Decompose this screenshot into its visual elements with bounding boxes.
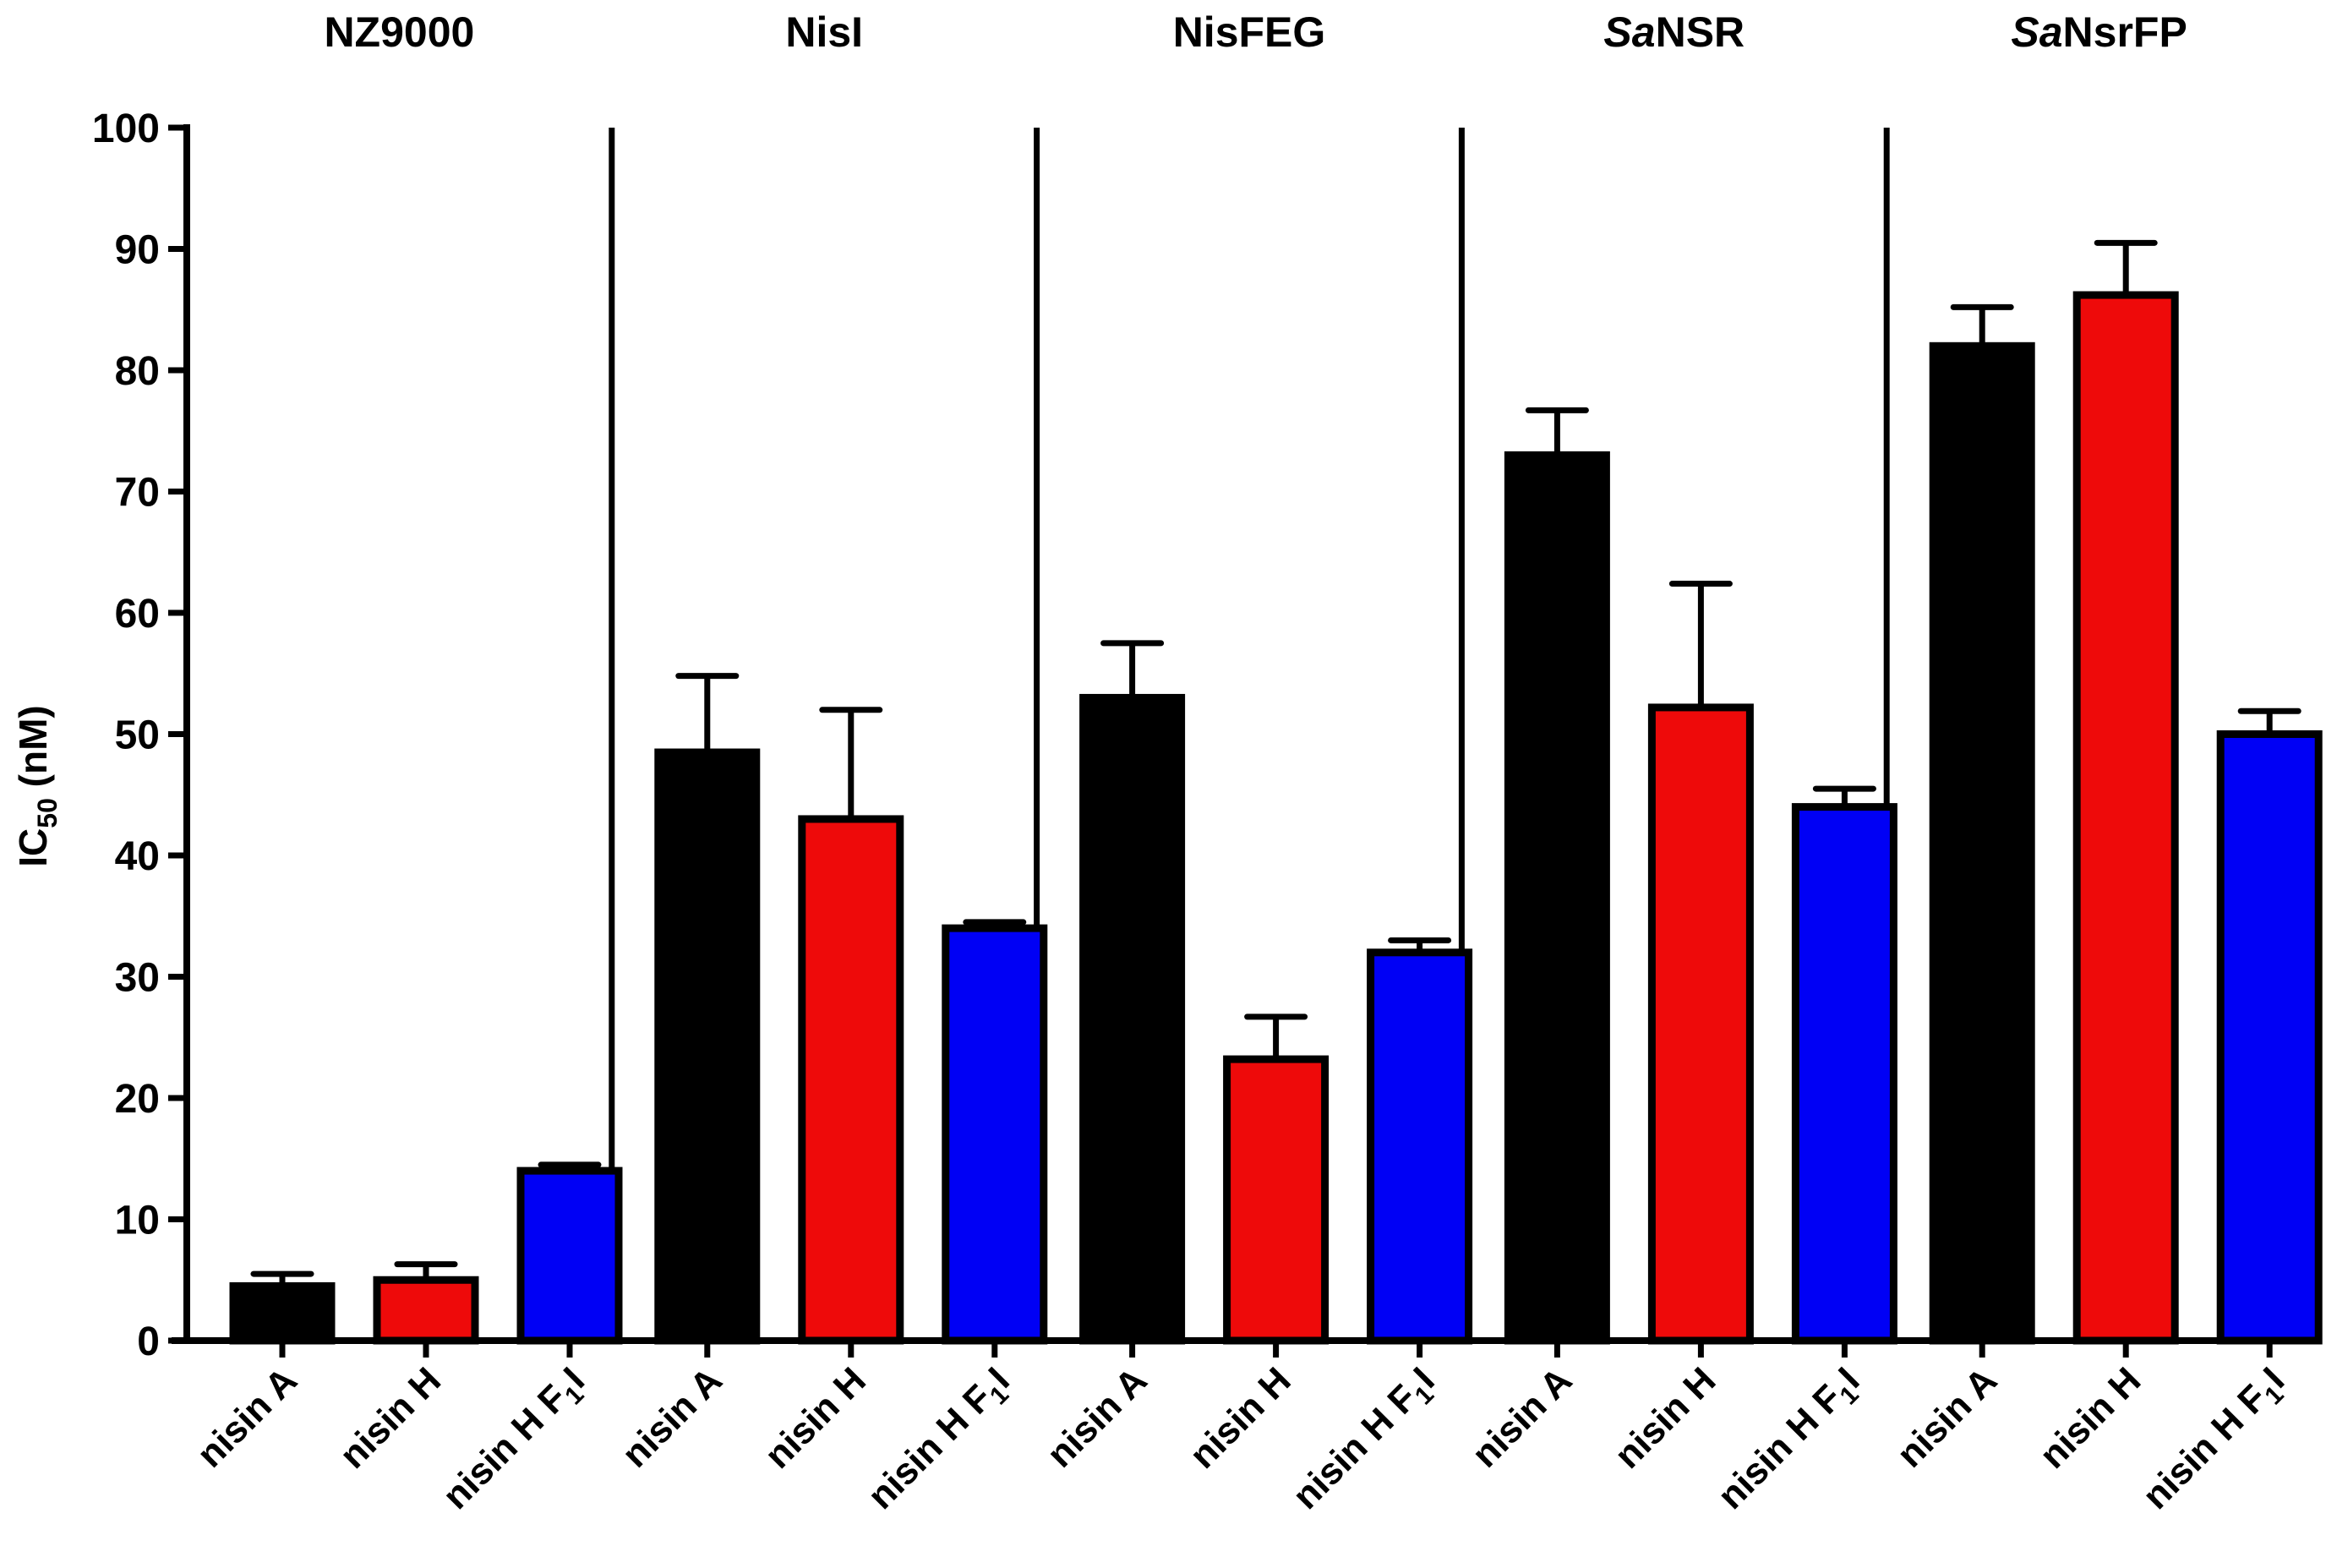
category-label-text: nisin H xyxy=(332,1359,449,1476)
y-tick-label: 70 xyxy=(115,471,160,516)
category-label-text: nisin A xyxy=(1464,1359,1580,1475)
bar xyxy=(1079,693,1186,1345)
bar xyxy=(516,1166,623,1345)
y-axis: 0 10 20 30 40 50 60 70 80 90 100 xyxy=(92,107,190,1364)
y-tick-label: 0 xyxy=(137,1319,160,1364)
category-label: nisin A xyxy=(1464,1359,1580,1475)
group-label-text: NZ9000 xyxy=(324,8,474,56)
category-label: nisin H xyxy=(2032,1359,2149,1476)
group-label-text: NisI xyxy=(785,8,863,56)
category-label-text: nisin H F xyxy=(2135,1377,2275,1517)
bar xyxy=(1223,1055,1330,1345)
bar xyxy=(373,1276,479,1345)
bar xyxy=(2072,291,2179,1345)
group-label: NZ9000 xyxy=(324,8,474,56)
bar xyxy=(1367,948,1473,1345)
category-label-text: nisin A xyxy=(1889,1359,2005,1475)
y-axis-label-sub: 50 xyxy=(32,798,63,828)
category-label-text: nisin H xyxy=(1607,1359,1723,1476)
category-label: nisin A xyxy=(614,1359,730,1475)
category-label-text: nisin A xyxy=(189,1359,305,1475)
error-bars xyxy=(250,239,2301,1287)
category-label: nisin H F1I xyxy=(1710,1359,1871,1521)
bar xyxy=(942,924,1048,1345)
group-label-italic: Sa xyxy=(2011,8,2062,56)
group-label: SaNsrFP xyxy=(2011,8,2187,56)
category-label: nisin H F1I xyxy=(860,1359,1021,1521)
category-label-text: nisin A xyxy=(1039,1359,1155,1475)
group-label: NisI xyxy=(785,8,863,56)
bar xyxy=(1791,803,1897,1345)
group-label: NisFEG xyxy=(1173,8,1326,56)
bar xyxy=(1647,703,1754,1345)
bar xyxy=(798,815,904,1345)
bar xyxy=(229,1281,336,1345)
bar xyxy=(654,748,761,1345)
category-label: nisin H xyxy=(1607,1359,1723,1476)
y-tick-label: 90 xyxy=(115,228,160,273)
y-tick-label: 10 xyxy=(115,1199,160,1243)
category-label-text: nisin H xyxy=(1182,1359,1298,1476)
y-axis-label: IC50 (nM) xyxy=(11,705,63,866)
y-tick-label: 80 xyxy=(115,349,160,394)
y-axis-label-unit: (nM) xyxy=(11,705,55,798)
category-label: nisin H F1I xyxy=(435,1359,597,1521)
bar xyxy=(1504,451,1610,1345)
category-label-text: nisin H F xyxy=(435,1377,576,1517)
category-label: nisin A xyxy=(1889,1359,2005,1475)
group-label-text: NSR xyxy=(1656,8,1745,56)
category-label: nisin A xyxy=(189,1359,305,1475)
y-tick-label: 50 xyxy=(115,713,160,758)
category-label-text: nisin H F xyxy=(1285,1377,1425,1517)
y-tick-label: 30 xyxy=(115,956,160,1001)
group-label: SaNSR xyxy=(1603,8,1744,56)
category-label: nisin H F1I xyxy=(1285,1359,1446,1521)
category-label-text: nisin A xyxy=(614,1359,730,1475)
y-tick-label: 60 xyxy=(115,592,160,636)
x-axis xyxy=(172,1337,2312,1358)
y-tick-label: 20 xyxy=(115,1077,160,1122)
category-label: nisin H xyxy=(756,1359,873,1476)
bar xyxy=(2216,730,2323,1345)
category-label: nisin H xyxy=(1182,1359,1298,1476)
category-label: nisin H xyxy=(332,1359,449,1476)
group-labels: NZ9000 NisI NisFEG SaNSR SaNsrFP xyxy=(324,8,2187,56)
category-label-text: nisin H F xyxy=(1710,1377,1850,1517)
category-label-text: nisin H xyxy=(2032,1359,2149,1476)
y-tick-label: 100 xyxy=(92,107,160,151)
category-label-text: nisin H xyxy=(756,1359,873,1476)
group-label-text: NisFEG xyxy=(1173,8,1326,56)
bars xyxy=(229,291,2323,1345)
category-label-text: nisin H F xyxy=(860,1377,1000,1517)
category-label: nisin H F1I xyxy=(2135,1359,2296,1521)
category-label: nisin A xyxy=(1039,1359,1155,1475)
group-label-text: NsrFP xyxy=(2063,8,2187,56)
y-tick-label: 40 xyxy=(115,834,160,879)
y-axis-label-main: IC xyxy=(11,828,55,867)
bar xyxy=(1929,341,2035,1345)
group-label-italic: Sa xyxy=(1603,8,1655,56)
